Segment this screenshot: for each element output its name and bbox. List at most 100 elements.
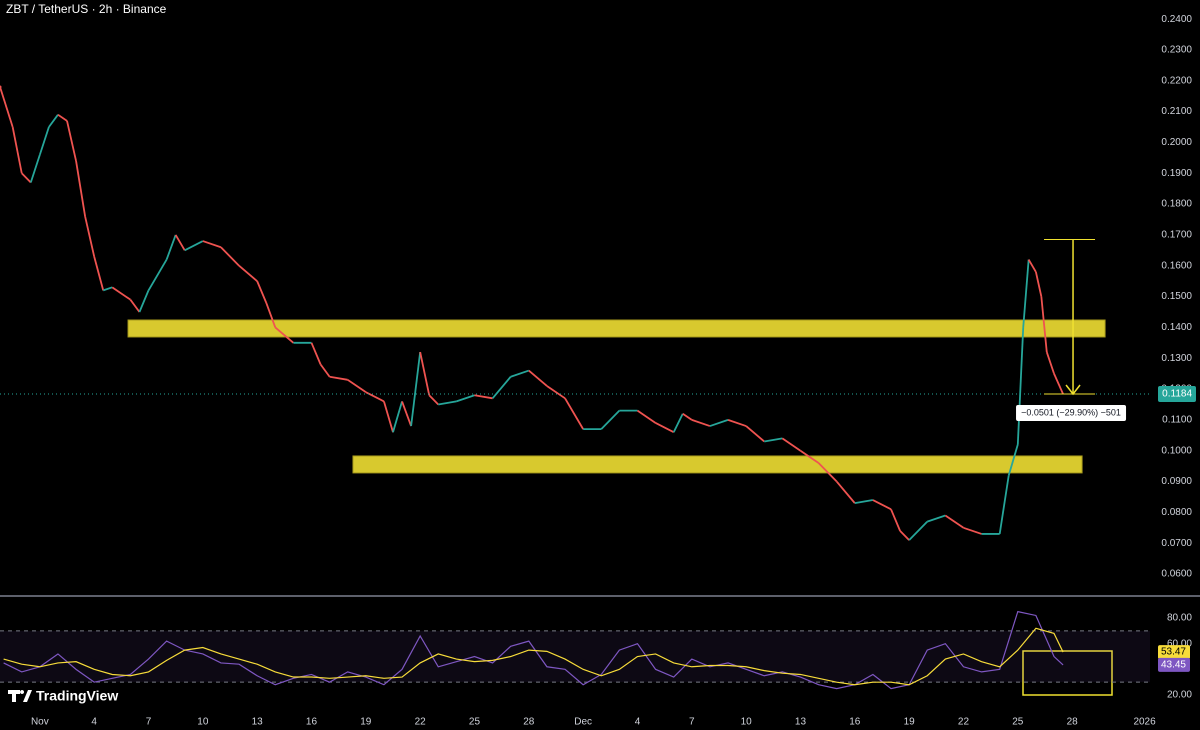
price-segment	[165, 234, 177, 260]
price-segment	[709, 419, 729, 427]
y-tick-label: 80.00	[1167, 613, 1192, 624]
last-price-label: 0.1184	[1162, 389, 1192, 400]
price-segment	[147, 259, 168, 291]
y-tick-label: 0.2200	[1161, 75, 1192, 86]
price-segment	[184, 240, 204, 252]
zone	[352, 455, 1083, 474]
x-tick-label: 7	[146, 717, 152, 728]
price-segment	[491, 376, 512, 399]
price-segment	[899, 530, 910, 541]
price-segment	[564, 397, 584, 430]
price-segment	[1007, 444, 1019, 476]
price-segment	[419, 351, 431, 396]
y-tick-label: 0.2300	[1161, 45, 1192, 56]
price-segment	[456, 394, 475, 403]
x-tick-label: 22	[958, 717, 970, 728]
x-tick-label: 19	[904, 717, 916, 728]
price-segment	[48, 114, 59, 128]
price-segment	[1040, 296, 1048, 353]
price-segment	[600, 410, 621, 430]
price-segment	[102, 286, 113, 292]
logo-icon	[8, 690, 32, 702]
y-tick-label: 60.00	[1167, 638, 1192, 649]
x-tick-label: 7	[689, 717, 695, 728]
price-segment	[138, 290, 150, 313]
price-segment	[1035, 271, 1043, 297]
x-tick-label: 22	[415, 717, 427, 728]
price-segment	[11, 126, 23, 174]
price-segment	[672, 413, 684, 433]
x-tick-label: 28	[1067, 717, 1079, 728]
price-segment	[202, 240, 222, 249]
y-tick-label: 0.0800	[1161, 507, 1192, 518]
value-badge	[1158, 657, 1190, 672]
zone	[127, 319, 1106, 338]
price-segment	[890, 508, 901, 532]
y-tick-label: 0.1400	[1161, 322, 1192, 333]
price-segment	[836, 480, 856, 504]
y-tick-label: 0.0600	[1161, 569, 1192, 580]
highlight-box	[1022, 650, 1113, 696]
y-tick-label: 0.1000	[1161, 445, 1192, 456]
price-segment	[944, 514, 964, 529]
price-segment	[57, 113, 68, 122]
y-tick-label: 0.1600	[1161, 260, 1192, 271]
price-segment	[310, 342, 322, 365]
value-badge	[1158, 645, 1190, 660]
last-price-badge	[1158, 385, 1196, 402]
price-segment	[238, 265, 258, 282]
price-segment	[1016, 327, 1025, 445]
price-segment	[926, 514, 946, 523]
price-segment	[256, 280, 268, 304]
x-tick-label: 16	[306, 717, 318, 728]
price-segment	[1045, 351, 1055, 374]
x-tick-label: 28	[523, 717, 535, 728]
price-segment	[347, 379, 367, 393]
y-tick-label: 0.2100	[1161, 106, 1192, 117]
price-segment	[691, 419, 711, 427]
value-badge-label: 43.45	[1161, 660, 1186, 671]
y-tick-label: 0.2000	[1161, 137, 1192, 148]
price-segment	[21, 172, 32, 184]
indicator-line	[3, 627, 1064, 686]
price-segment	[727, 419, 747, 427]
price-segment	[383, 401, 394, 433]
price-segment	[1022, 259, 1030, 328]
price-segment	[129, 299, 141, 313]
price-segment	[66, 120, 77, 162]
x-tick-label: 25	[469, 717, 481, 728]
price-segment	[1053, 373, 1064, 395]
x-tick-label: 19	[360, 717, 372, 728]
measure-box	[1016, 404, 1127, 421]
y-tick-label: 0.1500	[1161, 291, 1192, 302]
x-tick-label: 4	[91, 717, 97, 728]
x-tick-label: 13	[252, 717, 264, 728]
x-tick-label: 13	[795, 717, 807, 728]
price-segment	[75, 160, 87, 217]
y-tick-label: 20.00	[1167, 690, 1192, 701]
price-segment	[319, 363, 331, 378]
indicator-line	[3, 610, 1064, 690]
rsi-band	[0, 630, 1150, 683]
y-tick-label: 0.0900	[1161, 476, 1192, 487]
price-segment	[220, 246, 240, 267]
price-segment	[908, 520, 928, 541]
price-segment	[745, 425, 765, 443]
price-segment	[93, 256, 105, 291]
price-segment	[329, 375, 348, 381]
price-segment	[474, 394, 493, 400]
price-segment	[111, 286, 131, 301]
value-badge-label: 53.47	[1161, 647, 1186, 658]
price-segment	[998, 475, 1010, 535]
price-segment	[963, 526, 982, 535]
price-segment	[799, 449, 820, 464]
price-segment	[655, 422, 675, 434]
price-segment	[428, 394, 439, 406]
y-tick-label: 0.2400	[1161, 14, 1192, 25]
price-segment	[401, 401, 412, 427]
price-segment	[636, 409, 657, 424]
price-segment	[546, 385, 566, 400]
y-tick-label: 0.1700	[1161, 230, 1192, 241]
